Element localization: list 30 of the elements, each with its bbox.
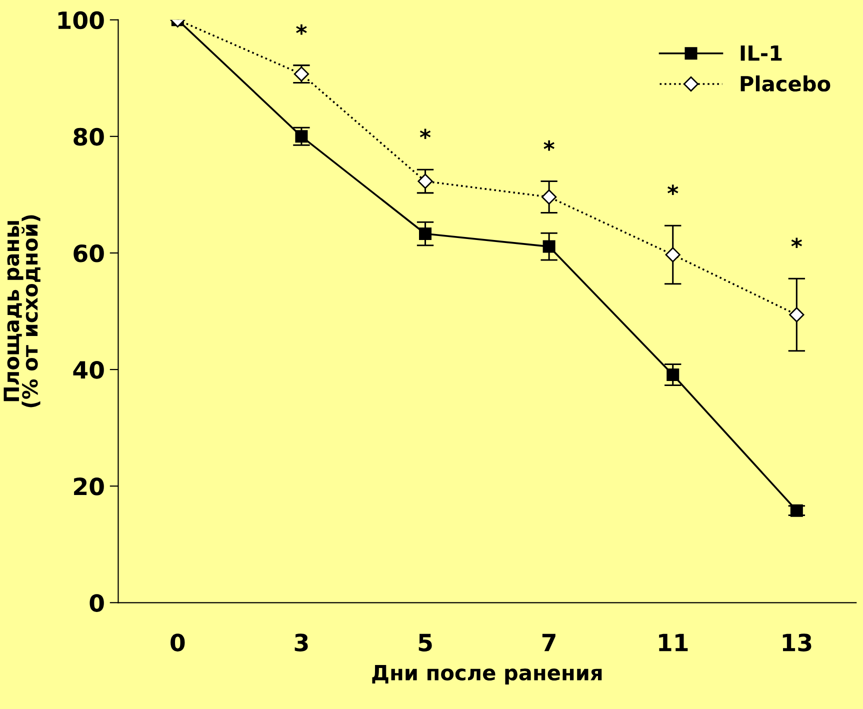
point: [542, 240, 556, 253]
point: [541, 189, 557, 205]
point: [790, 504, 803, 517]
annotation: *: [544, 140, 554, 151]
y-tick-label: 0: [90, 594, 104, 612]
x-tick-label: 13: [782, 634, 812, 652]
legend-label: IL-1: [740, 45, 782, 61]
point: [418, 174, 433, 189]
y-tick-label: 40: [73, 360, 104, 379]
annotation: *: [420, 128, 431, 140]
point: [789, 307, 804, 322]
annotation: *: [791, 238, 802, 248]
x-tick-label: 5: [418, 634, 432, 652]
x-tick-label: 7: [542, 634, 556, 652]
annotation: *: [668, 184, 678, 195]
x-tick-label: 0: [170, 634, 185, 652]
x-axis-title: Дни после ранения: [372, 665, 602, 685]
legend-label: Placebo: [740, 75, 830, 92]
annotation: *: [296, 24, 307, 35]
x-tick-label: 11: [659, 634, 688, 652]
x-tick-label: 3: [294, 634, 308, 652]
y-tick-label: 100: [58, 11, 104, 30]
y-tick-label: 60: [74, 244, 104, 262]
point: [419, 227, 432, 240]
y-tick-label: 20: [74, 478, 104, 496]
y-tick-label: 80: [74, 128, 104, 146]
y-axis-title: Площадь раны (% от исходной): [4, 215, 40, 408]
point: [666, 368, 680, 382]
point: [665, 247, 680, 262]
point: [295, 130, 308, 143]
